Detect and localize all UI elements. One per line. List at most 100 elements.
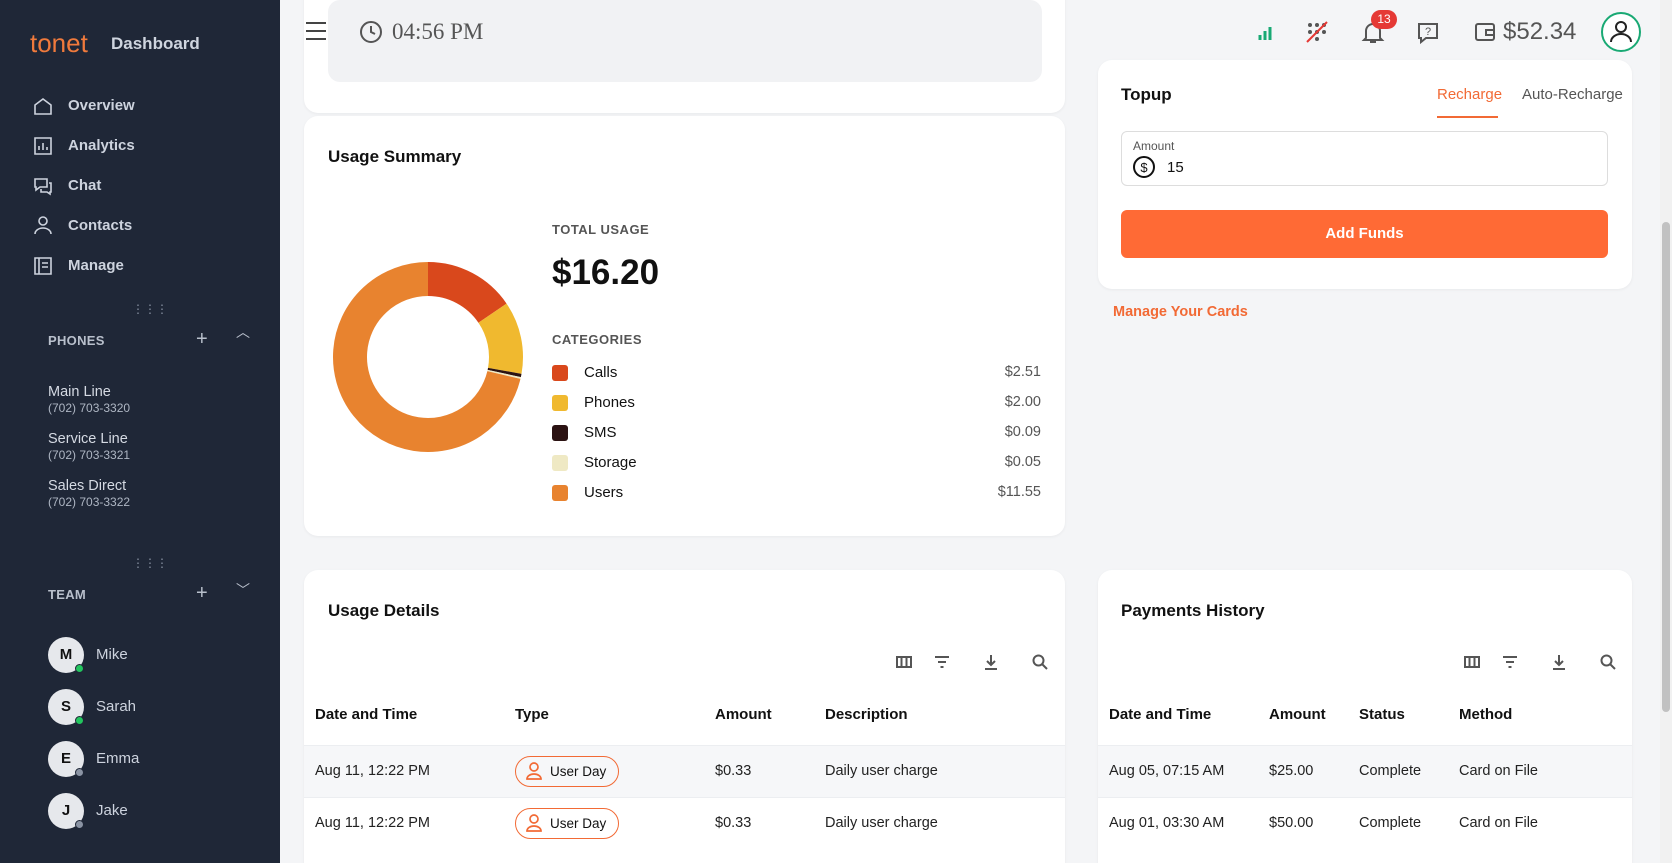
usage-details-card: Usage Details Date and Time Type Amount Des… (304, 570, 1065, 863)
table-cell: Complete (1359, 763, 1422, 779)
type-pill: User Day (515, 756, 620, 787)
status-dot (75, 716, 84, 725)
column-header[interactable]: Date and Time (315, 706, 418, 723)
table-row (304, 797, 1065, 849)
payments-history-card: Payments History Date and Time Amount Stat… (1098, 570, 1632, 863)
nav-icon[interactable] (32, 135, 54, 157)
amount-field[interactable]: Amount $ 15 (1121, 131, 1608, 186)
filter-button[interactable] (1500, 652, 1520, 672)
phone-name[interactable]: Sales Direct (48, 478, 127, 494)
column-header[interactable]: Method (1459, 706, 1513, 723)
columns-button[interactable] (894, 652, 914, 672)
phone-name[interactable]: Service Line (48, 431, 128, 447)
menu-button[interactable] (305, 21, 327, 41)
column-header[interactable]: Status (1359, 706, 1405, 723)
table-row (304, 745, 1065, 797)
icon-path (896, 656, 912, 668)
donut-segment (478, 303, 523, 374)
category-amount: $2.00 (1004, 394, 1041, 410)
category-name: Storage (584, 454, 637, 471)
add-funds-button[interactable]: Add Funds (1121, 210, 1608, 258)
legend-swatch (552, 425, 568, 441)
filter-button[interactable] (932, 652, 952, 672)
icon-path (34, 137, 52, 155)
nav-item[interactable]: Manage (68, 257, 124, 274)
table-cell: Aug 11, 12:22 PM (315, 815, 431, 831)
search-button[interactable] (1030, 652, 1050, 672)
nav-item[interactable]: Overview (68, 97, 135, 114)
user-icon (526, 814, 542, 832)
avatar[interactable]: S (48, 689, 84, 725)
icon-path (34, 257, 52, 275)
search-button[interactable] (1598, 652, 1618, 672)
clock-icon (360, 21, 382, 43)
nav-icon[interactable] (32, 175, 54, 197)
table-cell: Aug 05, 07:15 AM (1109, 763, 1225, 779)
member-name[interactable]: Mike (96, 646, 128, 663)
user-avatar[interactable] (1600, 11, 1642, 53)
profile-card (304, 0, 1065, 113)
column-header[interactable]: Amount (1269, 706, 1326, 723)
avatar[interactable]: M (48, 637, 84, 673)
phones-title: PHONES (48, 333, 105, 348)
icon-path (985, 655, 997, 670)
tab-active[interactable]: Recharge (1437, 86, 1503, 103)
add-member[interactable]: + (196, 582, 208, 604)
nav-item[interactable]: Contacts (68, 217, 133, 234)
column-header[interactable]: Type (515, 706, 549, 723)
card-title: Payments History (1121, 601, 1265, 620)
icon-path (1553, 655, 1565, 670)
icon-path (1503, 656, 1517, 668)
signal-icon[interactable] (1256, 22, 1276, 42)
brand[interactable]: tonet (30, 28, 88, 58)
status-dot (75, 820, 84, 829)
help-icon[interactable]: ? (1416, 21, 1440, 45)
manage-cards-link[interactable]: Manage Your Cards (1113, 304, 1248, 320)
download-button[interactable] (981, 652, 1001, 672)
member-name[interactable]: Jake (96, 802, 128, 819)
collapse-phones[interactable]: ︿ (236, 324, 250, 340)
member-name[interactable]: Sarah (96, 698, 137, 715)
table-cell: Card on File (1459, 763, 1538, 779)
avatar[interactable]: E (48, 741, 84, 777)
category-amount: $0.05 (1004, 454, 1041, 470)
drag-handle[interactable]: ⋮⋮⋮ (132, 302, 168, 316)
donut-chart (333, 262, 523, 452)
nav-icon[interactable] (32, 255, 54, 277)
nav-item[interactable]: Chat (68, 177, 102, 194)
expand-team[interactable]: ﹀ (236, 582, 250, 598)
dialpad-off-icon[interactable] (1305, 20, 1329, 44)
balance[interactable]: $52.34 (1503, 18, 1577, 45)
member-name[interactable]: Emma (96, 750, 140, 767)
wallet-icon (1475, 23, 1495, 41)
sidebar: tonet Dashboard ⋮⋮⋮ PHONES + ︿ ⋮⋮⋮ TEAM … (0, 0, 280, 863)
nav-item[interactable]: Analytics (68, 137, 135, 154)
scrollbar[interactable] (1660, 0, 1672, 863)
tab[interactable]: Auto-Recharge (1522, 86, 1623, 103)
status-dot (75, 768, 84, 777)
column-header[interactable]: Date and Time (1109, 706, 1212, 723)
team-title: TEAM (48, 587, 87, 602)
phone-name[interactable]: Main Line (48, 384, 111, 400)
scrollbar-thumb[interactable] (1662, 222, 1670, 712)
category-name: SMS (584, 424, 617, 441)
table-row (1098, 797, 1632, 849)
add-phone[interactable]: + (196, 328, 208, 350)
table-cell: Daily user charge (825, 763, 938, 779)
column-header[interactable]: Description (825, 706, 908, 723)
nav-icon[interactable] (32, 95, 54, 117)
columns-button[interactable] (1462, 652, 1482, 672)
amount-input[interactable]: 15 (1167, 159, 1184, 176)
icon-path (1464, 656, 1480, 668)
table-row (1098, 745, 1632, 797)
table-cell: Card on File (1459, 815, 1538, 831)
drag-handle[interactable]: ⋮⋮⋮ (132, 556, 168, 570)
download-button[interactable] (1549, 652, 1569, 672)
avatar[interactable]: J (48, 793, 84, 829)
column-header[interactable]: Amount (715, 706, 772, 723)
category-amount: $2.51 (1004, 364, 1041, 380)
nav-icon[interactable] (32, 215, 54, 237)
legend-swatch (552, 365, 568, 381)
table-cell: Aug 01, 03:30 AM (1109, 815, 1225, 831)
legend-swatch (552, 395, 568, 411)
